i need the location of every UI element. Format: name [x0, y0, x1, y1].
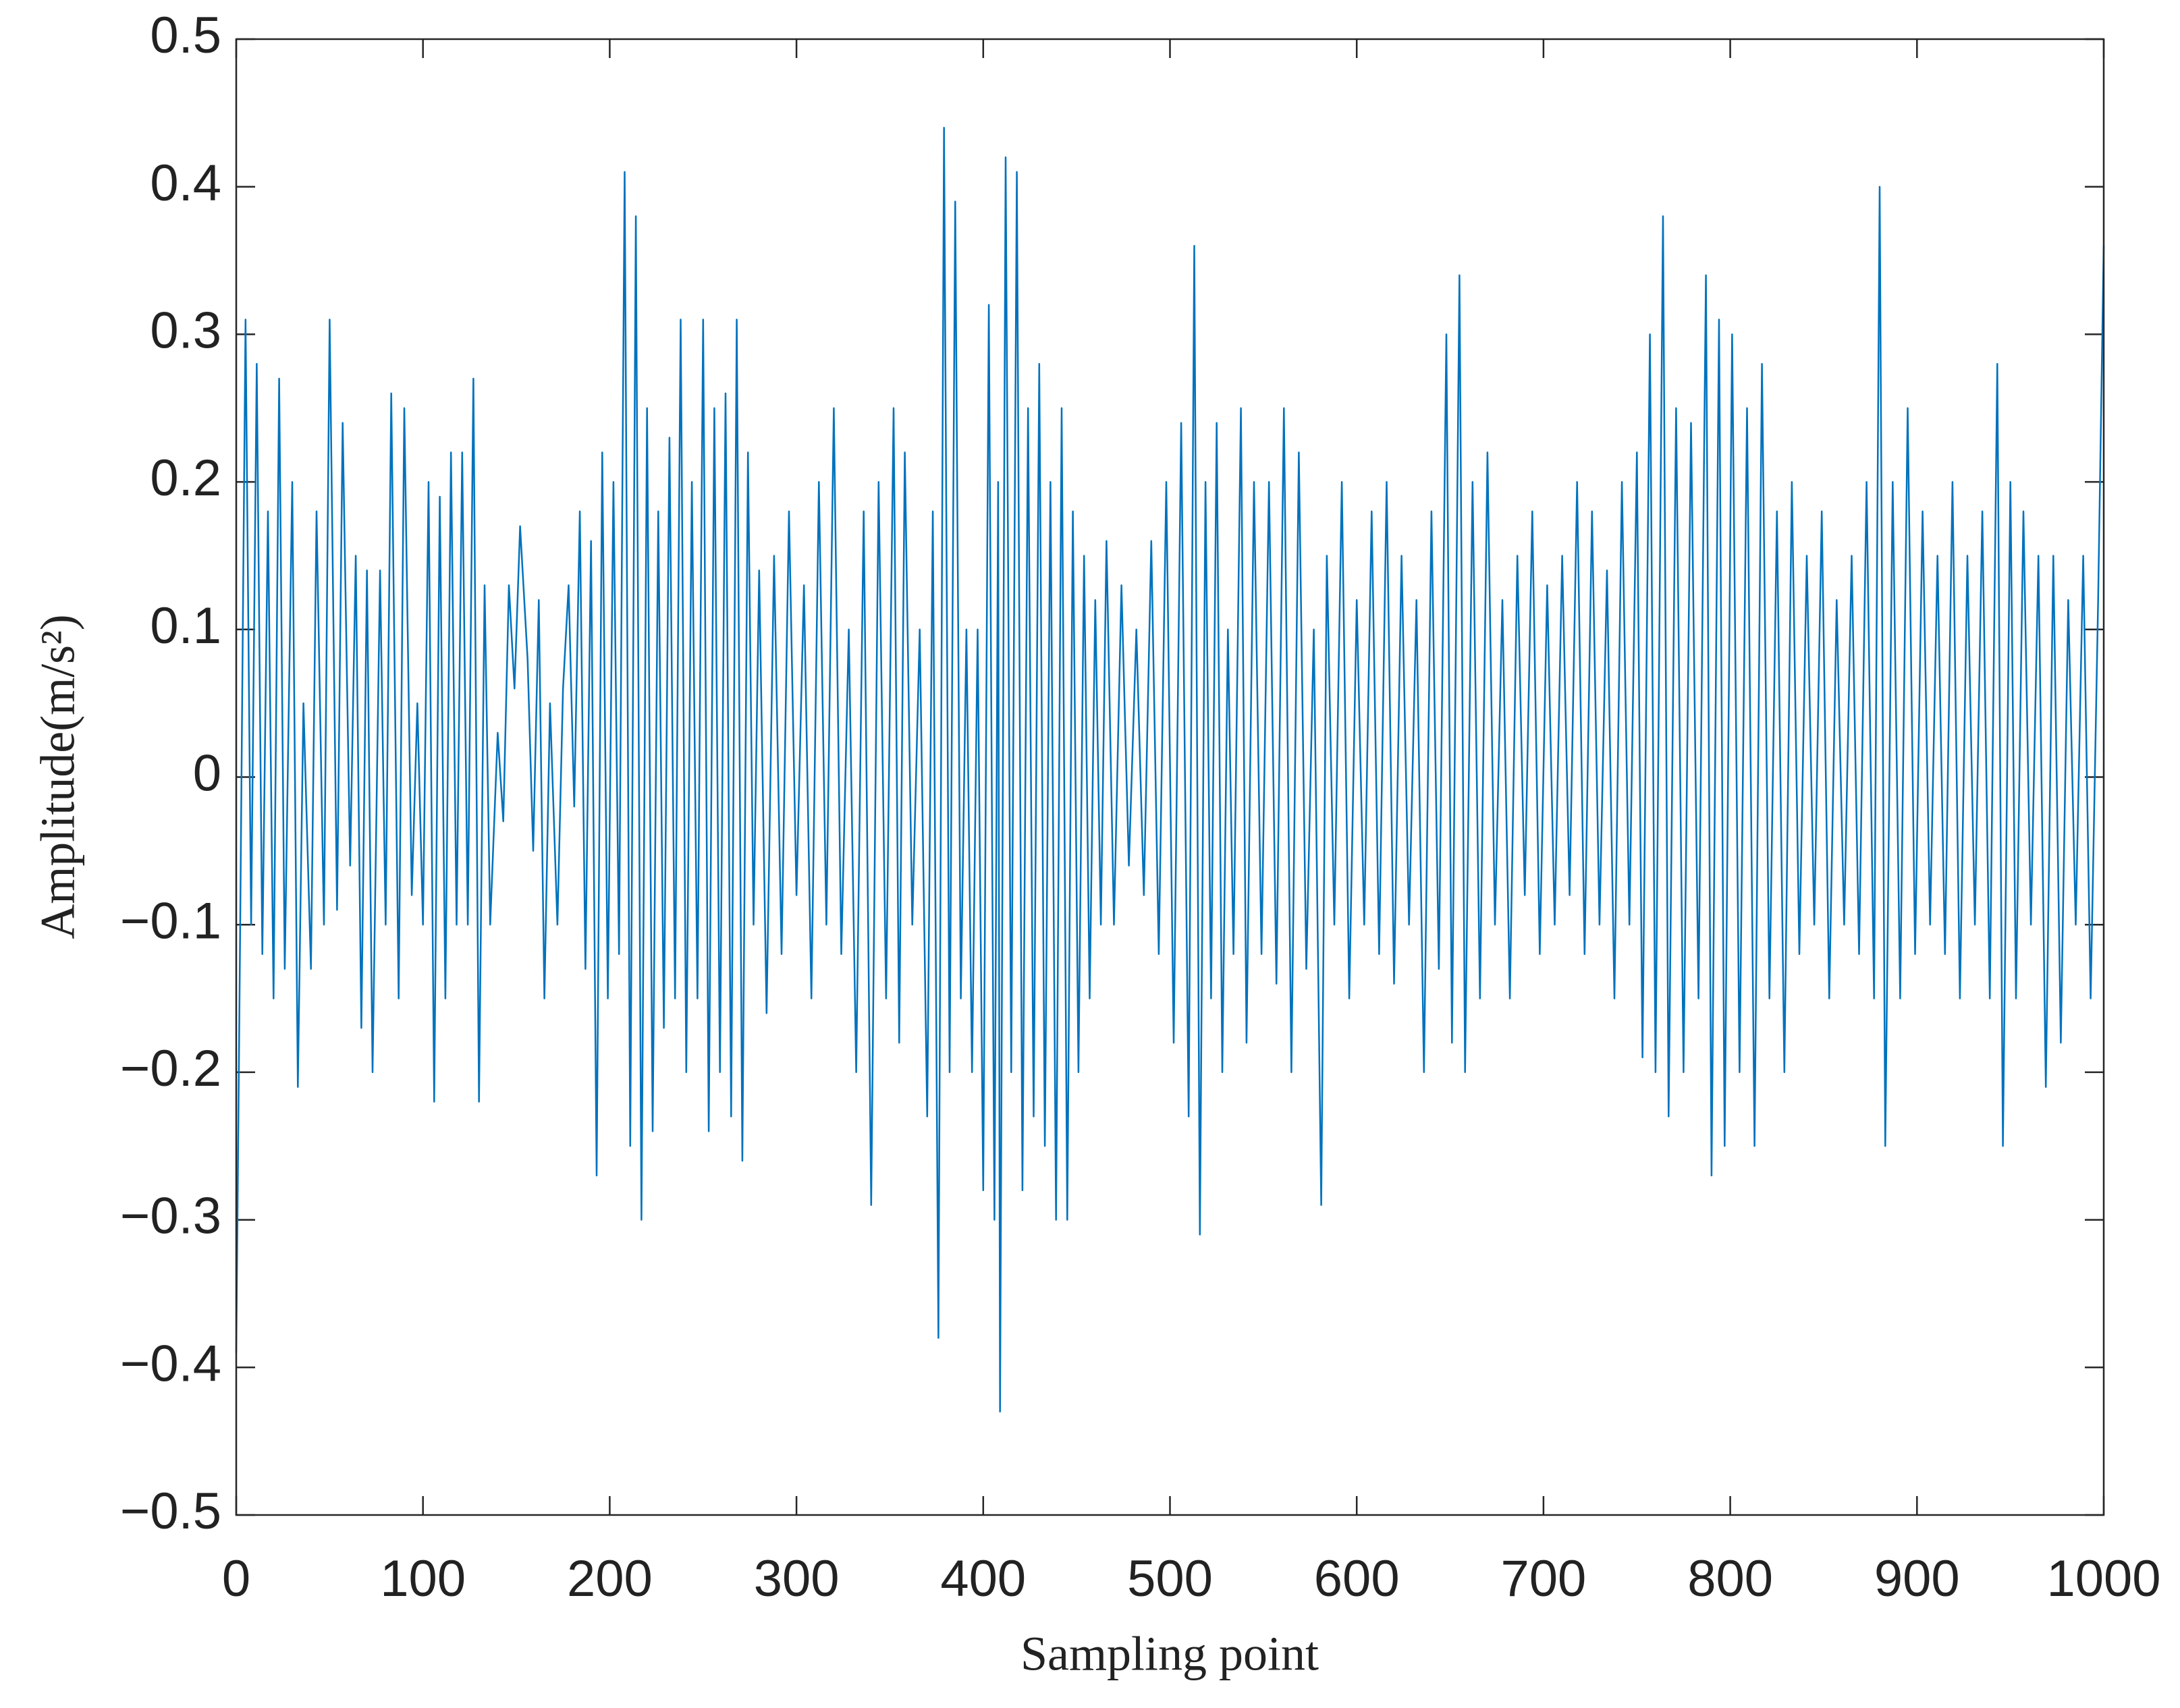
y-tick-label: −0.5 [120, 1483, 221, 1540]
y-tick-label: −0.4 [120, 1335, 221, 1392]
y-tick-label: 0 [193, 745, 221, 802]
y-axis-label: Amplitude(m/s²) [31, 614, 85, 939]
y-tick-label: 0.5 [150, 7, 221, 64]
signal-line [235, 126, 2105, 1413]
x-tick-label: 800 [1687, 1550, 1773, 1607]
x-tick-label: 500 [1127, 1550, 1213, 1607]
y-tick-label: 0.3 [150, 302, 221, 359]
x-tick-label: 0 [222, 1550, 250, 1607]
x-tick-label: 1000 [2046, 1550, 2160, 1607]
x-tick-label: 900 [1874, 1550, 1960, 1607]
x-tick-label: 400 [940, 1550, 1026, 1607]
x-tick-label: 100 [380, 1550, 466, 1607]
x-tick-label: 200 [567, 1550, 653, 1607]
x-axis-label: Sampling point [1020, 1627, 1319, 1681]
y-tick-label: −0.1 [120, 892, 221, 949]
y-tick-label: −0.3 [120, 1188, 221, 1245]
x-tick-label: 300 [754, 1550, 840, 1607]
y-tick-label: 0.2 [150, 449, 221, 507]
plot-frame [235, 38, 2105, 1516]
y-tick-label: −0.2 [120, 1040, 221, 1097]
y-tick-label: 0.4 [150, 155, 221, 212]
y-tick-label: 0.1 [150, 597, 221, 655]
x-tick-label: 600 [1314, 1550, 1400, 1607]
x-tick-label: 700 [1500, 1550, 1586, 1607]
